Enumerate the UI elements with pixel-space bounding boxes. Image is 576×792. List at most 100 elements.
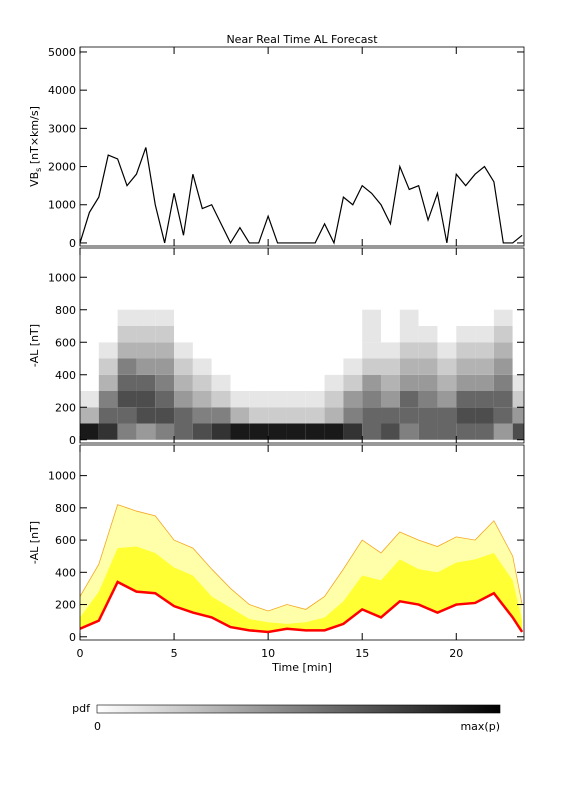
heat-cell [475,374,494,391]
y-tick-label: 0 [69,631,76,644]
heat-cell [381,309,400,326]
heat-cell [362,358,382,375]
heat-cell [418,309,438,326]
heat-cell [418,342,438,359]
heat-cell [399,358,419,375]
heat-cell [437,391,457,408]
y-tick-label: 200 [55,599,76,612]
heat-cell [80,407,99,424]
heat-cell [155,358,175,375]
heat-cell [98,423,118,440]
heat-cell [192,423,212,440]
y-tick-label: 1000 [48,199,76,212]
heat-cell [174,407,193,424]
heat-cell [155,374,175,391]
heat-cell [493,423,513,440]
heat-cell [136,342,156,359]
heat-cell [211,309,231,326]
heat-cell [136,407,156,424]
heat-cell [324,391,344,408]
heat-cell [286,309,306,326]
heat-cell [475,309,494,326]
plot-area [80,309,524,440]
heat-cell [437,342,457,359]
x-tick-label: 10 [261,647,275,660]
heat-cell [362,326,382,343]
heat-cell [249,423,269,440]
y-tick-label: 2000 [48,161,76,174]
heat-cell [174,326,193,343]
heat-cell [117,326,137,343]
heat-cell [230,358,250,375]
heat-cell [98,342,118,359]
heat-cell [475,326,494,343]
data-line [80,147,523,245]
heat-cell [230,407,250,424]
heat-cell [211,423,231,440]
median-line [80,580,524,634]
heat-cell [324,374,344,391]
heat-cell [249,342,269,359]
heat-cell [362,309,382,326]
heat-cell [117,391,137,408]
heat-cell [192,391,212,408]
heat-cell [456,326,476,343]
y-tick-label: 1000 [48,470,76,483]
heat-cell [174,342,193,359]
x-axis-label: Time [min] [271,661,332,674]
heat-cell [268,374,287,391]
heat-cell [98,326,118,343]
heat-cell [249,374,269,391]
heat-cell [155,309,175,326]
heat-cell [98,391,118,408]
y-tick-label: 3000 [48,122,76,135]
heat-cell [456,423,476,440]
x-tick-label: 20 [449,647,463,660]
heat-cell [437,326,457,343]
heat-cell [230,391,250,408]
heat-cell [418,326,438,343]
heat-cell [211,374,231,391]
heat-cell [399,326,419,343]
heat-cell [230,374,250,391]
heat-cell [399,309,419,326]
heat-cell [230,326,250,343]
heat-cell [117,309,137,326]
heat-cell [192,407,212,424]
heat-cell [343,374,363,391]
heat-cell [249,309,269,326]
heat-cell [362,407,382,424]
y-tick-label: 600 [55,534,76,547]
colorbar-min: 0 [94,720,101,733]
heat-cell [493,391,513,408]
heat-cell [211,326,231,343]
heat-cell [399,342,419,359]
heat-cell [268,309,287,326]
heat-cell [475,407,494,424]
heat-cell [305,391,325,408]
heat-cell [512,358,524,375]
heat-cell [381,407,400,424]
heat-cell [136,423,156,440]
heat-cell [381,423,400,440]
heat-cell [286,423,306,440]
heat-cell [136,391,156,408]
heat-cell [475,391,494,408]
heat-cell [324,358,344,375]
heat-cell [155,407,175,424]
heat-cell [418,407,438,424]
heat-cell [343,309,363,326]
heat-cell [80,342,99,359]
heat-cell [155,342,175,359]
frame [79,46,525,247]
heat-cell [456,342,476,359]
heat-cell [456,358,476,375]
heat-cell [286,407,306,424]
heat-cell [399,407,419,424]
heat-cell [399,391,419,408]
heat-cell [249,326,269,343]
heat-cell [381,391,400,408]
heat-cell [174,358,193,375]
y-axis-label: VBs [nT×km/s] [28,106,43,187]
